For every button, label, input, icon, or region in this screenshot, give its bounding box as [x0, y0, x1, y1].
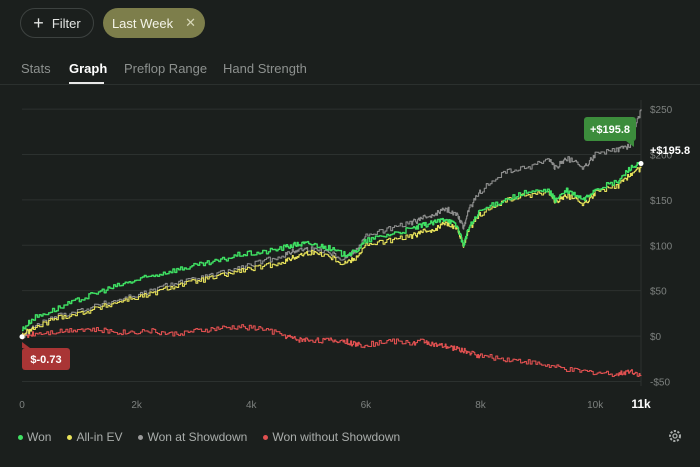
- start-value-badge-pointer: [22, 342, 30, 348]
- toolbar: + Filter Last Week ✕: [0, 0, 700, 46]
- tab-hand-strength[interactable]: Hand Strength: [223, 61, 307, 76]
- y-tick-label: $50: [650, 287, 667, 298]
- final-value-label: +$195.8: [650, 145, 690, 157]
- start-value-badge: [22, 348, 70, 370]
- x-tick-label: 10k: [587, 400, 604, 411]
- divider: [0, 84, 700, 85]
- start-value-badge-label: $-0.73: [30, 354, 61, 366]
- legend-item-non-showdown[interactable]: Won without Showdown: [263, 428, 400, 446]
- y-tick-label: $150: [650, 196, 673, 207]
- period-label: Last Week: [111, 15, 174, 31]
- legend-label: All-in EV: [76, 430, 123, 444]
- gear-icon[interactable]: [667, 428, 683, 444]
- y-tick-label: $100: [650, 241, 673, 252]
- y-tick-label: $250: [650, 105, 673, 116]
- grid: [22, 100, 642, 386]
- series-line-non-showdown: [22, 324, 642, 378]
- end-point-dot: [638, 161, 644, 167]
- final-value-badge-pointer: [626, 141, 634, 147]
- final-value-badge-label: +$195.8: [590, 124, 630, 136]
- legend-label: Won without Showdown: [272, 430, 401, 444]
- x-tick-label: 8k: [475, 400, 487, 411]
- y-tick-label: $0: [650, 332, 662, 343]
- series-lines: [22, 109, 642, 378]
- close-icon[interactable]: ✕: [185, 15, 197, 30]
- y-tick-label: -$50: [650, 377, 670, 388]
- legend-item-allin-ev[interactable]: All-in EV: [67, 428, 122, 446]
- start-point-dot: [19, 334, 25, 340]
- tab-graph[interactable]: Graph: [69, 61, 108, 76]
- active-tab-indicator: [69, 82, 104, 84]
- plus-icon: +: [33, 13, 44, 33]
- y-axis: $250 $200 $150 $100 $50 $0 -$50: [650, 105, 673, 388]
- tab-stats[interactable]: Stats: [21, 61, 51, 76]
- legend-label: Won at Showdown: [147, 430, 248, 444]
- tab-preflop-range[interactable]: Preflop Range: [124, 61, 208, 76]
- filter-button[interactable]: + Filter: [20, 8, 94, 38]
- legend-item-won[interactable]: Won: [18, 428, 51, 446]
- legend-dot-showdown: [138, 434, 144, 440]
- tab-bar: Stats Graph Preflop Range Hand Strength: [0, 56, 700, 84]
- profit-graph[interactable]: $250 $200 $150 $100 $50 $0 -$50 0 2k 4k 6k 8k 10k 11…: [0, 90, 700, 420]
- x-tick-label: 4k: [246, 400, 258, 411]
- legend-item-showdown[interactable]: Won at Showdown: [138, 428, 247, 446]
- legend: Won All-in EV Won at Showdown Won withou…: [18, 428, 400, 446]
- legend-dot-non-showdown: [263, 434, 269, 440]
- x-axis: 0 2k 4k 6k 8k 10k 11k: [19, 397, 651, 411]
- series-line-won: [22, 161, 642, 332]
- x-tick-label: 6k: [361, 400, 373, 411]
- x-tick-label: 2k: [131, 400, 143, 411]
- x-tick-label: 0: [19, 400, 25, 411]
- series-line-showdown: [22, 109, 642, 339]
- legend-label: Won: [27, 430, 52, 444]
- filter-label: Filter: [51, 15, 81, 31]
- markers: +$195.8 +$195.8 $-0.73: [19, 117, 690, 370]
- x-tick-label: 11k: [631, 397, 651, 411]
- period-chip[interactable]: Last Week ✕: [103, 8, 205, 38]
- legend-dot-allin-ev: [67, 434, 73, 440]
- legend-dot-won: [18, 434, 23, 440]
- y-tick-label: $200: [650, 150, 673, 161]
- final-value-badge: [584, 117, 636, 141]
